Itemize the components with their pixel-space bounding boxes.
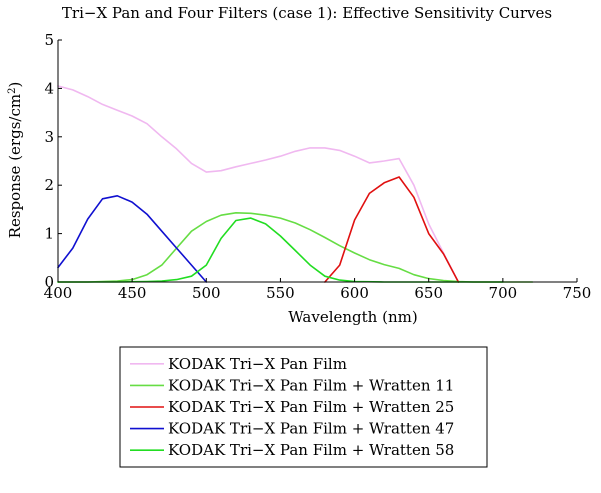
y-tick-label-4: 4 <box>44 79 54 97</box>
series-line-4 <box>57 195 208 283</box>
legend-box <box>119 346 488 468</box>
y-axis-label: Response (ergs/cm2) <box>6 82 24 239</box>
legend-label-4: KODAK Tri−X Pan Film + Wratten 47 <box>168 420 454 438</box>
series-line-1 <box>57 85 460 283</box>
series-line-5 <box>57 217 504 283</box>
x-tick-label-500: 500 <box>192 284 221 302</box>
x-axis-label: Wavelength (nm) <box>288 308 417 326</box>
x-tick-label-750: 750 <box>563 284 592 302</box>
chart-title: Tri−X Pan and Four Filters (case 1): Eff… <box>62 4 552 22</box>
x-tick-label-550: 550 <box>266 284 295 302</box>
plot-area: 400 450 500 550 600 650 700 750 0 1 2 3 4 5 <box>44 31 592 302</box>
y-tick-label-1: 1 <box>44 225 54 243</box>
y-axis-label-superscript: 2 <box>7 88 18 94</box>
y-tick-label-3: 3 <box>44 128 54 146</box>
series-line-3 <box>324 176 460 283</box>
x-tick-label-400: 400 <box>44 284 73 302</box>
legend-label-1: KODAK Tri−X Pan Film <box>168 355 347 373</box>
x-tick-label-450: 450 <box>118 284 147 302</box>
legend-label-5: KODAK Tri−X Pan Film + Wratten 58 <box>168 441 454 459</box>
legend-label-3: KODAK Tri−X Pan Film + Wratten 25 <box>168 398 454 416</box>
y-axis-label-main: Response (ergs/cm <box>6 94 24 238</box>
series-line-2 <box>57 212 534 283</box>
legend-label-2: KODAK Tri−X Pan Film + Wratten 11 <box>168 376 454 394</box>
x-tick-label-700: 700 <box>489 284 518 302</box>
y-axis-label-close: ) <box>6 82 24 88</box>
legend: KODAK Tri−X Pan Film KODAK Tri−X Pan Film… <box>119 346 488 468</box>
y-tick-label-2: 2 <box>44 176 54 194</box>
y-tick-label-0: 0 <box>44 273 54 291</box>
x-tick-label-650: 650 <box>414 284 443 302</box>
y-tick-label-5: 5 <box>44 31 54 49</box>
x-tick-label-600: 600 <box>340 284 369 302</box>
